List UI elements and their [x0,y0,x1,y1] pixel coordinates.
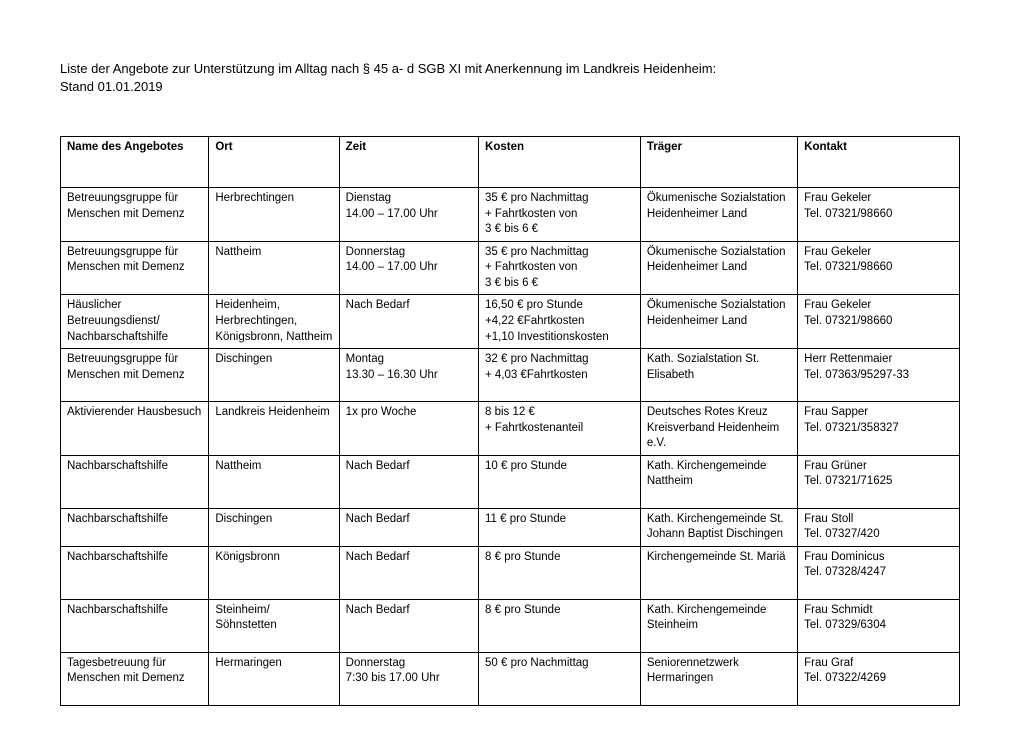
col-header-traeger: Träger [640,137,797,188]
cell-kontakt: Frau GrafTel. 07322/4269 [798,652,960,705]
cell-kosten: 32 € pro Nachmittag+ 4,03 €Fahrtkosten [479,349,641,402]
cell-traeger: Ökumenische Sozialstation Heidenheimer L… [640,295,797,349]
cell-kosten: 8 bis 12 €+ Fahrtkostenanteil [479,402,641,456]
cell-traeger: Deutsches Rotes Kreuz Kreisverband Heide… [640,402,797,456]
cell-zeit: Nach Bedarf [339,295,478,349]
cell-name: Nachbarschaftshilfe [61,546,209,599]
cell-name: Nachbarschaftshilfe [61,599,209,652]
cell-zeit: Nach Bedarf [339,455,478,508]
table-row: Häuslicher Betreuungsdienst/ Nachbarscha… [61,295,960,349]
col-header-kosten: Kosten [479,137,641,188]
table-row: NachbarschaftshilfeKönigsbronnNach Bedar… [61,546,960,599]
table-row: Betreuungsgruppe für Menschen mit Demenz… [61,241,960,295]
cell-kontakt: Frau GrünerTel. 07321/71625 [798,455,960,508]
cell-kosten: 50 € pro Nachmittag [479,652,641,705]
cell-zeit: Dienstag14.00 – 17.00 Uhr [339,188,478,242]
table-row: Tagesbetreuung für Menschen mit DemenzHe… [61,652,960,705]
table-header-row: Name des Angebotes Ort Zeit Kosten Träge… [61,137,960,188]
cell-kontakt: Frau SchmidtTel. 07329/6304 [798,599,960,652]
cell-kontakt: Frau GekelerTel. 07321/98660 [798,188,960,242]
cell-name: Betreuungsgruppe für Menschen mit Demenz [61,349,209,402]
cell-ort: Heidenheim, Herbrechtingen, Königsbronn,… [209,295,339,349]
cell-ort: Nattheim [209,241,339,295]
cell-traeger: Kath. Kirchengemeinde Steinheim [640,599,797,652]
cell-kontakt: Frau DominicusTel. 07328/4247 [798,546,960,599]
cell-ort: Landkreis Heidenheim [209,402,339,456]
cell-name: Häuslicher Betreuungsdienst/ Nachbarscha… [61,295,209,349]
cell-ort: Nattheim [209,455,339,508]
cell-traeger: Kirchengemeinde St. Mariä [640,546,797,599]
cell-kosten: 16,50 € pro Stunde+4,22 €Fahrtkosten+1,1… [479,295,641,349]
cell-ort: Dischingen [209,349,339,402]
cell-traeger: Kath. Kirchengemeinde Nattheim [640,455,797,508]
cell-zeit: Montag13.30 – 16.30 Uhr [339,349,478,402]
col-header-kontakt: Kontakt [798,137,960,188]
cell-name: Betreuungsgruppe für Menschen mit Demenz [61,241,209,295]
cell-ort: Hermaringen [209,652,339,705]
table-body: Betreuungsgruppe für Menschen mit Demenz… [61,188,960,705]
cell-kontakt: Frau GekelerTel. 07321/98660 [798,241,960,295]
cell-name: Nachbarschaftshilfe [61,455,209,508]
cell-kosten: 35 € pro Nachmittag+ Fahrtkosten von3 € … [479,188,641,242]
table-row: NachbarschaftshilfeNattheimNach Bedarf10… [61,455,960,508]
cell-traeger: Seniorennetzwerk Hermaringen [640,652,797,705]
cell-kontakt: Frau GekelerTel. 07321/98660 [798,295,960,349]
cell-traeger: Kath. Sozialstation St. Elisabeth [640,349,797,402]
cell-zeit: 1x pro Woche [339,402,478,456]
cell-zeit: Nach Bedarf [339,508,478,546]
cell-traeger: Ökumenische Sozialstation Heidenheimer L… [640,188,797,242]
table-row: Aktivierender HausbesuchLandkreis Heiden… [61,402,960,456]
cell-name: Aktivierender Hausbesuch [61,402,209,456]
table-row: NachbarschaftshilfeDischingenNach Bedarf… [61,508,960,546]
cell-kosten: 11 € pro Stunde [479,508,641,546]
cell-traeger: Kath. Kirchengemeinde St. Johann Baptist… [640,508,797,546]
cell-kosten: 35 € pro Nachmittag+ Fahrtkosten von3 € … [479,241,641,295]
cell-zeit: Donnerstag14.00 – 17.00 Uhr [339,241,478,295]
cell-ort: Dischingen [209,508,339,546]
document-title: Liste der Angebote zur Unterstützung im … [60,60,960,96]
cell-kosten: 10 € pro Stunde [479,455,641,508]
col-header-zeit: Zeit [339,137,478,188]
col-header-ort: Ort [209,137,339,188]
cell-name: Nachbarschaftshilfe [61,508,209,546]
cell-zeit: Donnerstag7:30 bis 17.00 Uhr [339,652,478,705]
cell-name: Tagesbetreuung für Menschen mit Demenz [61,652,209,705]
title-line-2: Stand 01.01.2019 [60,78,960,96]
offers-table: Name des Angebotes Ort Zeit Kosten Träge… [60,136,960,705]
cell-ort: Herbrechtingen [209,188,339,242]
table-row: Betreuungsgruppe für Menschen mit Demenz… [61,349,960,402]
cell-traeger: Ökumenische Sozialstation Heidenheimer L… [640,241,797,295]
cell-ort: Königsbronn [209,546,339,599]
cell-name: Betreuungsgruppe für Menschen mit Demenz [61,188,209,242]
cell-kosten: 8 € pro Stunde [479,546,641,599]
cell-kontakt: Frau SapperTel. 07321/358327 [798,402,960,456]
cell-kosten: 8 € pro Stunde [479,599,641,652]
cell-kontakt: Frau StollTel. 07327/420 [798,508,960,546]
cell-kontakt: Herr RettenmaierTel. 07363/95297-33 [798,349,960,402]
cell-zeit: Nach Bedarf [339,599,478,652]
table-row: Betreuungsgruppe für Menschen mit Demenz… [61,188,960,242]
cell-ort: Steinheim/ Söhnstetten [209,599,339,652]
cell-zeit: Nach Bedarf [339,546,478,599]
title-line-1: Liste der Angebote zur Unterstützung im … [60,60,960,78]
col-header-name: Name des Angebotes [61,137,209,188]
table-row: NachbarschaftshilfeSteinheim/ Söhnstette… [61,599,960,652]
